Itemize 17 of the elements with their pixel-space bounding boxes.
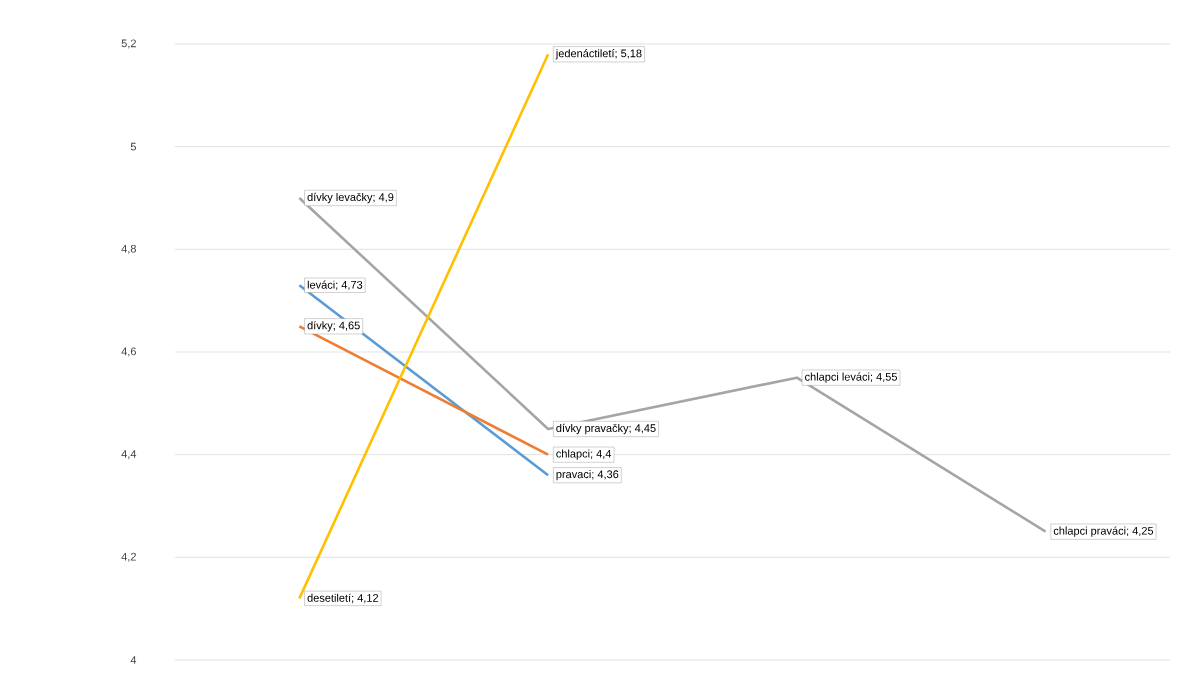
data-label: chlapci leváci; 4,55 <box>805 372 898 383</box>
data-label: pravaci; 4,36 <box>556 470 619 481</box>
data-label: chlapci praváci; 4,25 <box>1053 526 1154 537</box>
y-tick-label: 4,6 <box>121 347 136 357</box>
y-tick-label: 5 <box>130 142 137 151</box>
data-label: chlapci; 4,4 <box>556 449 612 460</box>
data-label: dívky; 4,65 <box>307 321 360 332</box>
data-label: leváci; 4,73 <box>307 280 363 291</box>
data-label: jedenáctiletí; 5,18 <box>555 49 642 60</box>
y-tick-label: 4,8 <box>121 244 136 254</box>
data-label: dívky levačky; 4,9 <box>307 192 394 204</box>
y-tick-label: 5,2 <box>121 39 136 49</box>
y-tick-label: 4,2 <box>121 552 136 562</box>
y-tick-label: 4 <box>130 656 137 664</box>
data-label: desetiletí; 4,12 <box>307 593 379 604</box>
y-tick-label: 4,4 <box>121 450 137 460</box>
data-label: dívky pravačky; 4,45 <box>556 423 656 435</box>
